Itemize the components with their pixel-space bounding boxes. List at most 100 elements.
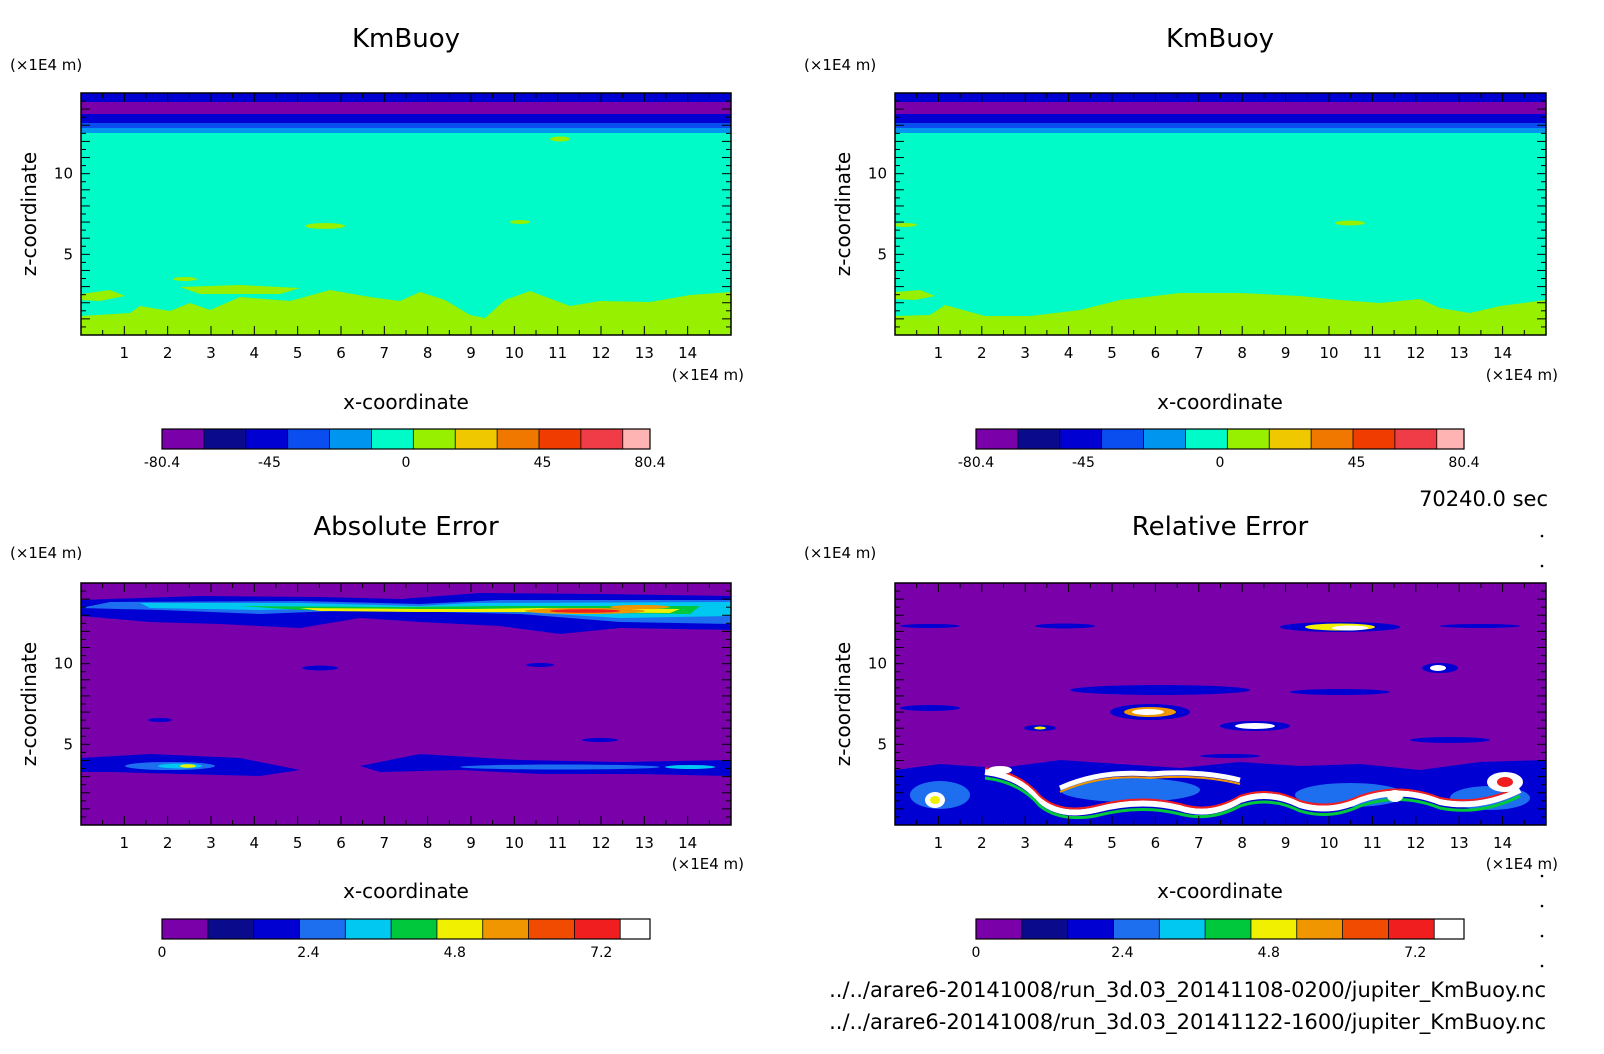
- contour-region: [1200, 754, 1260, 758]
- colorbar-frame: [975, 918, 1465, 940]
- colorbar-swatch: [1434, 919, 1464, 939]
- dot: [1540, 904, 1544, 908]
- colorbar-swatch: [1101, 429, 1144, 449]
- colorbar-tick-label: 0: [972, 945, 981, 961]
- x-tick-label: 14: [678, 344, 697, 362]
- colorbar-swatch: [162, 429, 204, 449]
- colorbar-swatch: [1205, 919, 1251, 939]
- colorbar-swatch: [299, 919, 346, 939]
- colorbar-swatch: [1017, 429, 1060, 449]
- x-tick-label: 1: [934, 344, 944, 362]
- x-tick-label: 12: [591, 834, 610, 852]
- level-band: [895, 114, 1546, 123]
- x-tick-label: 2: [163, 834, 173, 852]
- colorbar-swatch: [1269, 429, 1312, 449]
- contour-region: [895, 223, 917, 227]
- colorbar-tick-label: -45: [1072, 455, 1095, 471]
- x-axis-label: x-coordinate: [343, 879, 469, 903]
- colorbar-swatch: [1250, 919, 1297, 939]
- contour-region: [81, 290, 731, 335]
- colorbar-swatch: [976, 919, 1022, 939]
- colorbar-tick-label: 4.8: [444, 945, 466, 961]
- colorbar-tick-label: -80.4: [144, 455, 180, 471]
- contour-region: [1332, 625, 1368, 631]
- y-axis-label: z-coordinate: [17, 642, 41, 766]
- x-tick-label: 4: [1064, 344, 1074, 362]
- file-path-1: ../../arare6-20141008/run_3d.03_20141108…: [829, 978, 1546, 1003]
- colorbar-tick-label: 2.4: [297, 945, 319, 961]
- x-tick-label: 4: [250, 344, 260, 362]
- colorbar-tick-label: -45: [258, 455, 281, 471]
- colorbar-swatch: [1067, 919, 1114, 939]
- contour-region: [1132, 709, 1164, 715]
- y-tick-label: 10: [54, 165, 73, 183]
- contour-region: [984, 767, 1521, 810]
- x-tick-label: 8: [1237, 344, 1247, 362]
- field-background: [81, 93, 731, 335]
- contour-region: [550, 136, 570, 142]
- colorbar-tick-label: 7.2: [590, 945, 612, 961]
- x-tick-label: 9: [466, 344, 476, 362]
- contour-field: [895, 583, 1546, 825]
- colorbar-swatch: [1311, 429, 1353, 449]
- y-unit-label: (×1E4 m): [10, 544, 82, 562]
- colorbar-swatch: [620, 919, 650, 939]
- contour-region: [1058, 770, 1241, 791]
- level-band: [81, 128, 731, 133]
- x-tick-label: 13: [635, 344, 654, 362]
- y-tick-label: 5: [63, 245, 73, 263]
- x-tick-label: 10: [505, 834, 524, 852]
- x-tick-label: 11: [1363, 834, 1382, 852]
- colorbar-swatch: [329, 429, 372, 449]
- contour-region: [1430, 665, 1446, 671]
- colorbar-frame: [161, 428, 651, 450]
- colorbar-swatch: [345, 919, 392, 939]
- x-tick-label: 14: [678, 834, 697, 852]
- x-unit-label: (×1E4 m): [1486, 855, 1558, 873]
- colorbar-swatch: [482, 919, 529, 939]
- contour-field: [895, 93, 1546, 335]
- dot: [1540, 534, 1544, 538]
- contour-region: [1290, 689, 1390, 695]
- colorbar-tick-label: 0: [402, 455, 411, 471]
- x-tick-label: 5: [293, 834, 303, 852]
- colorbar-swatch: [1296, 919, 1343, 939]
- y-unit-label: (×1E4 m): [10, 56, 82, 74]
- x-tick-label: 1: [934, 834, 944, 852]
- colorbar-swatch: [287, 429, 330, 449]
- x-tick-label: 6: [336, 834, 346, 852]
- contour-region: [305, 223, 345, 229]
- x-tick-label: 2: [977, 344, 987, 362]
- colorbar-tick-label: 45: [534, 455, 552, 471]
- dot: [1540, 934, 1544, 938]
- colorbar-frame: [161, 918, 651, 940]
- x-tick-label: 1: [120, 834, 130, 852]
- contour-region: [900, 705, 960, 711]
- colorbar-swatch: [1021, 919, 1068, 939]
- colorbar: 0 2.4 4.8 7.2: [158, 918, 651, 961]
- y-tick-label: 5: [63, 735, 73, 753]
- contour-region: [895, 293, 1546, 335]
- x-unit-label: (×1E4 m): [672, 366, 744, 384]
- x-unit-label: (×1E4 m): [672, 855, 744, 873]
- x-tick-label: 13: [1450, 834, 1469, 852]
- x-tick-label: 4: [1064, 834, 1074, 852]
- colorbar-tick-label: 4.8: [1258, 945, 1280, 961]
- y-tick-label: 10: [54, 655, 73, 673]
- margin-dots: [1540, 534, 1544, 968]
- contour-region: [930, 796, 940, 804]
- x-tick-label: 7: [380, 834, 390, 852]
- x-tick-label: 12: [1406, 344, 1425, 362]
- y-tick-label: 10: [868, 165, 887, 183]
- level-band: [895, 128, 1546, 133]
- x-tick-label: 13: [1450, 344, 1469, 362]
- y-axis-label: z-coordinate: [17, 152, 41, 276]
- x-tick-label: 3: [1020, 834, 1030, 852]
- y-tick-label: 5: [877, 735, 887, 753]
- contour-region: [1335, 220, 1365, 226]
- contour-region: [550, 609, 620, 613]
- colorbar: -80.4 -45 0 45 80.4: [144, 428, 666, 471]
